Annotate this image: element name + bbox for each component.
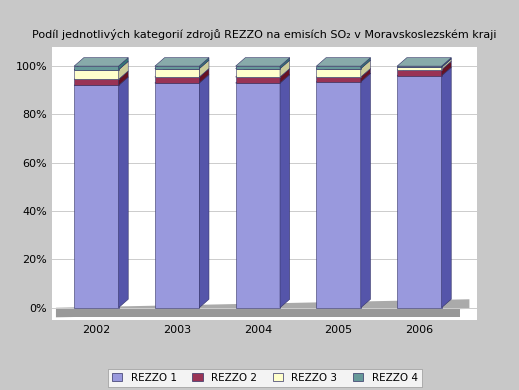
Polygon shape — [317, 60, 371, 69]
Polygon shape — [118, 58, 128, 70]
Polygon shape — [236, 83, 280, 308]
Polygon shape — [236, 66, 280, 69]
Polygon shape — [317, 58, 371, 66]
Polygon shape — [118, 61, 128, 80]
Polygon shape — [155, 74, 209, 83]
Polygon shape — [442, 59, 451, 70]
Polygon shape — [155, 58, 209, 66]
Polygon shape — [397, 67, 442, 70]
Polygon shape — [317, 69, 361, 77]
Polygon shape — [155, 66, 199, 69]
Polygon shape — [118, 77, 128, 308]
Polygon shape — [74, 77, 128, 85]
Polygon shape — [236, 69, 280, 77]
Polygon shape — [317, 69, 371, 77]
Polygon shape — [74, 71, 128, 80]
Legend: REZZO 1, REZZO 2, REZZO 3, REZZO 4: REZZO 1, REZZO 2, REZZO 3, REZZO 4 — [107, 369, 422, 387]
Polygon shape — [442, 61, 451, 76]
Polygon shape — [74, 61, 128, 70]
Polygon shape — [280, 69, 290, 83]
Polygon shape — [74, 70, 118, 80]
Polygon shape — [397, 66, 442, 67]
Polygon shape — [317, 66, 361, 69]
Polygon shape — [74, 80, 118, 85]
Polygon shape — [361, 60, 371, 77]
Polygon shape — [155, 69, 199, 77]
Polygon shape — [56, 308, 460, 317]
Polygon shape — [236, 77, 280, 83]
Polygon shape — [155, 60, 209, 69]
Polygon shape — [397, 67, 451, 76]
Polygon shape — [442, 58, 451, 67]
Polygon shape — [361, 58, 371, 69]
Polygon shape — [155, 83, 199, 308]
Polygon shape — [236, 60, 290, 69]
Polygon shape — [118, 71, 128, 85]
Polygon shape — [317, 82, 361, 308]
Polygon shape — [74, 66, 118, 70]
Polygon shape — [56, 299, 469, 317]
Polygon shape — [361, 69, 371, 82]
Polygon shape — [397, 61, 451, 70]
Polygon shape — [199, 69, 209, 83]
Polygon shape — [236, 58, 290, 66]
Polygon shape — [317, 77, 361, 82]
Polygon shape — [397, 59, 451, 67]
Polygon shape — [155, 69, 209, 77]
Polygon shape — [74, 58, 128, 66]
Polygon shape — [397, 58, 451, 66]
Polygon shape — [74, 85, 118, 308]
Title: Podíl jednotlivých kategorií zdrojů REZZO na emisích SO₂ v Moravskoslezském kraj: Podíl jednotlivých kategorií zdrojů REZZ… — [33, 30, 497, 41]
Polygon shape — [280, 60, 290, 77]
Polygon shape — [236, 69, 290, 77]
Polygon shape — [236, 74, 290, 83]
Polygon shape — [199, 58, 209, 69]
Polygon shape — [442, 67, 451, 308]
Polygon shape — [317, 73, 371, 82]
Polygon shape — [280, 74, 290, 308]
Polygon shape — [397, 76, 442, 308]
Polygon shape — [199, 74, 209, 308]
Polygon shape — [155, 77, 199, 83]
Polygon shape — [280, 58, 290, 69]
Polygon shape — [397, 70, 442, 76]
Polygon shape — [361, 73, 371, 308]
Polygon shape — [199, 60, 209, 77]
